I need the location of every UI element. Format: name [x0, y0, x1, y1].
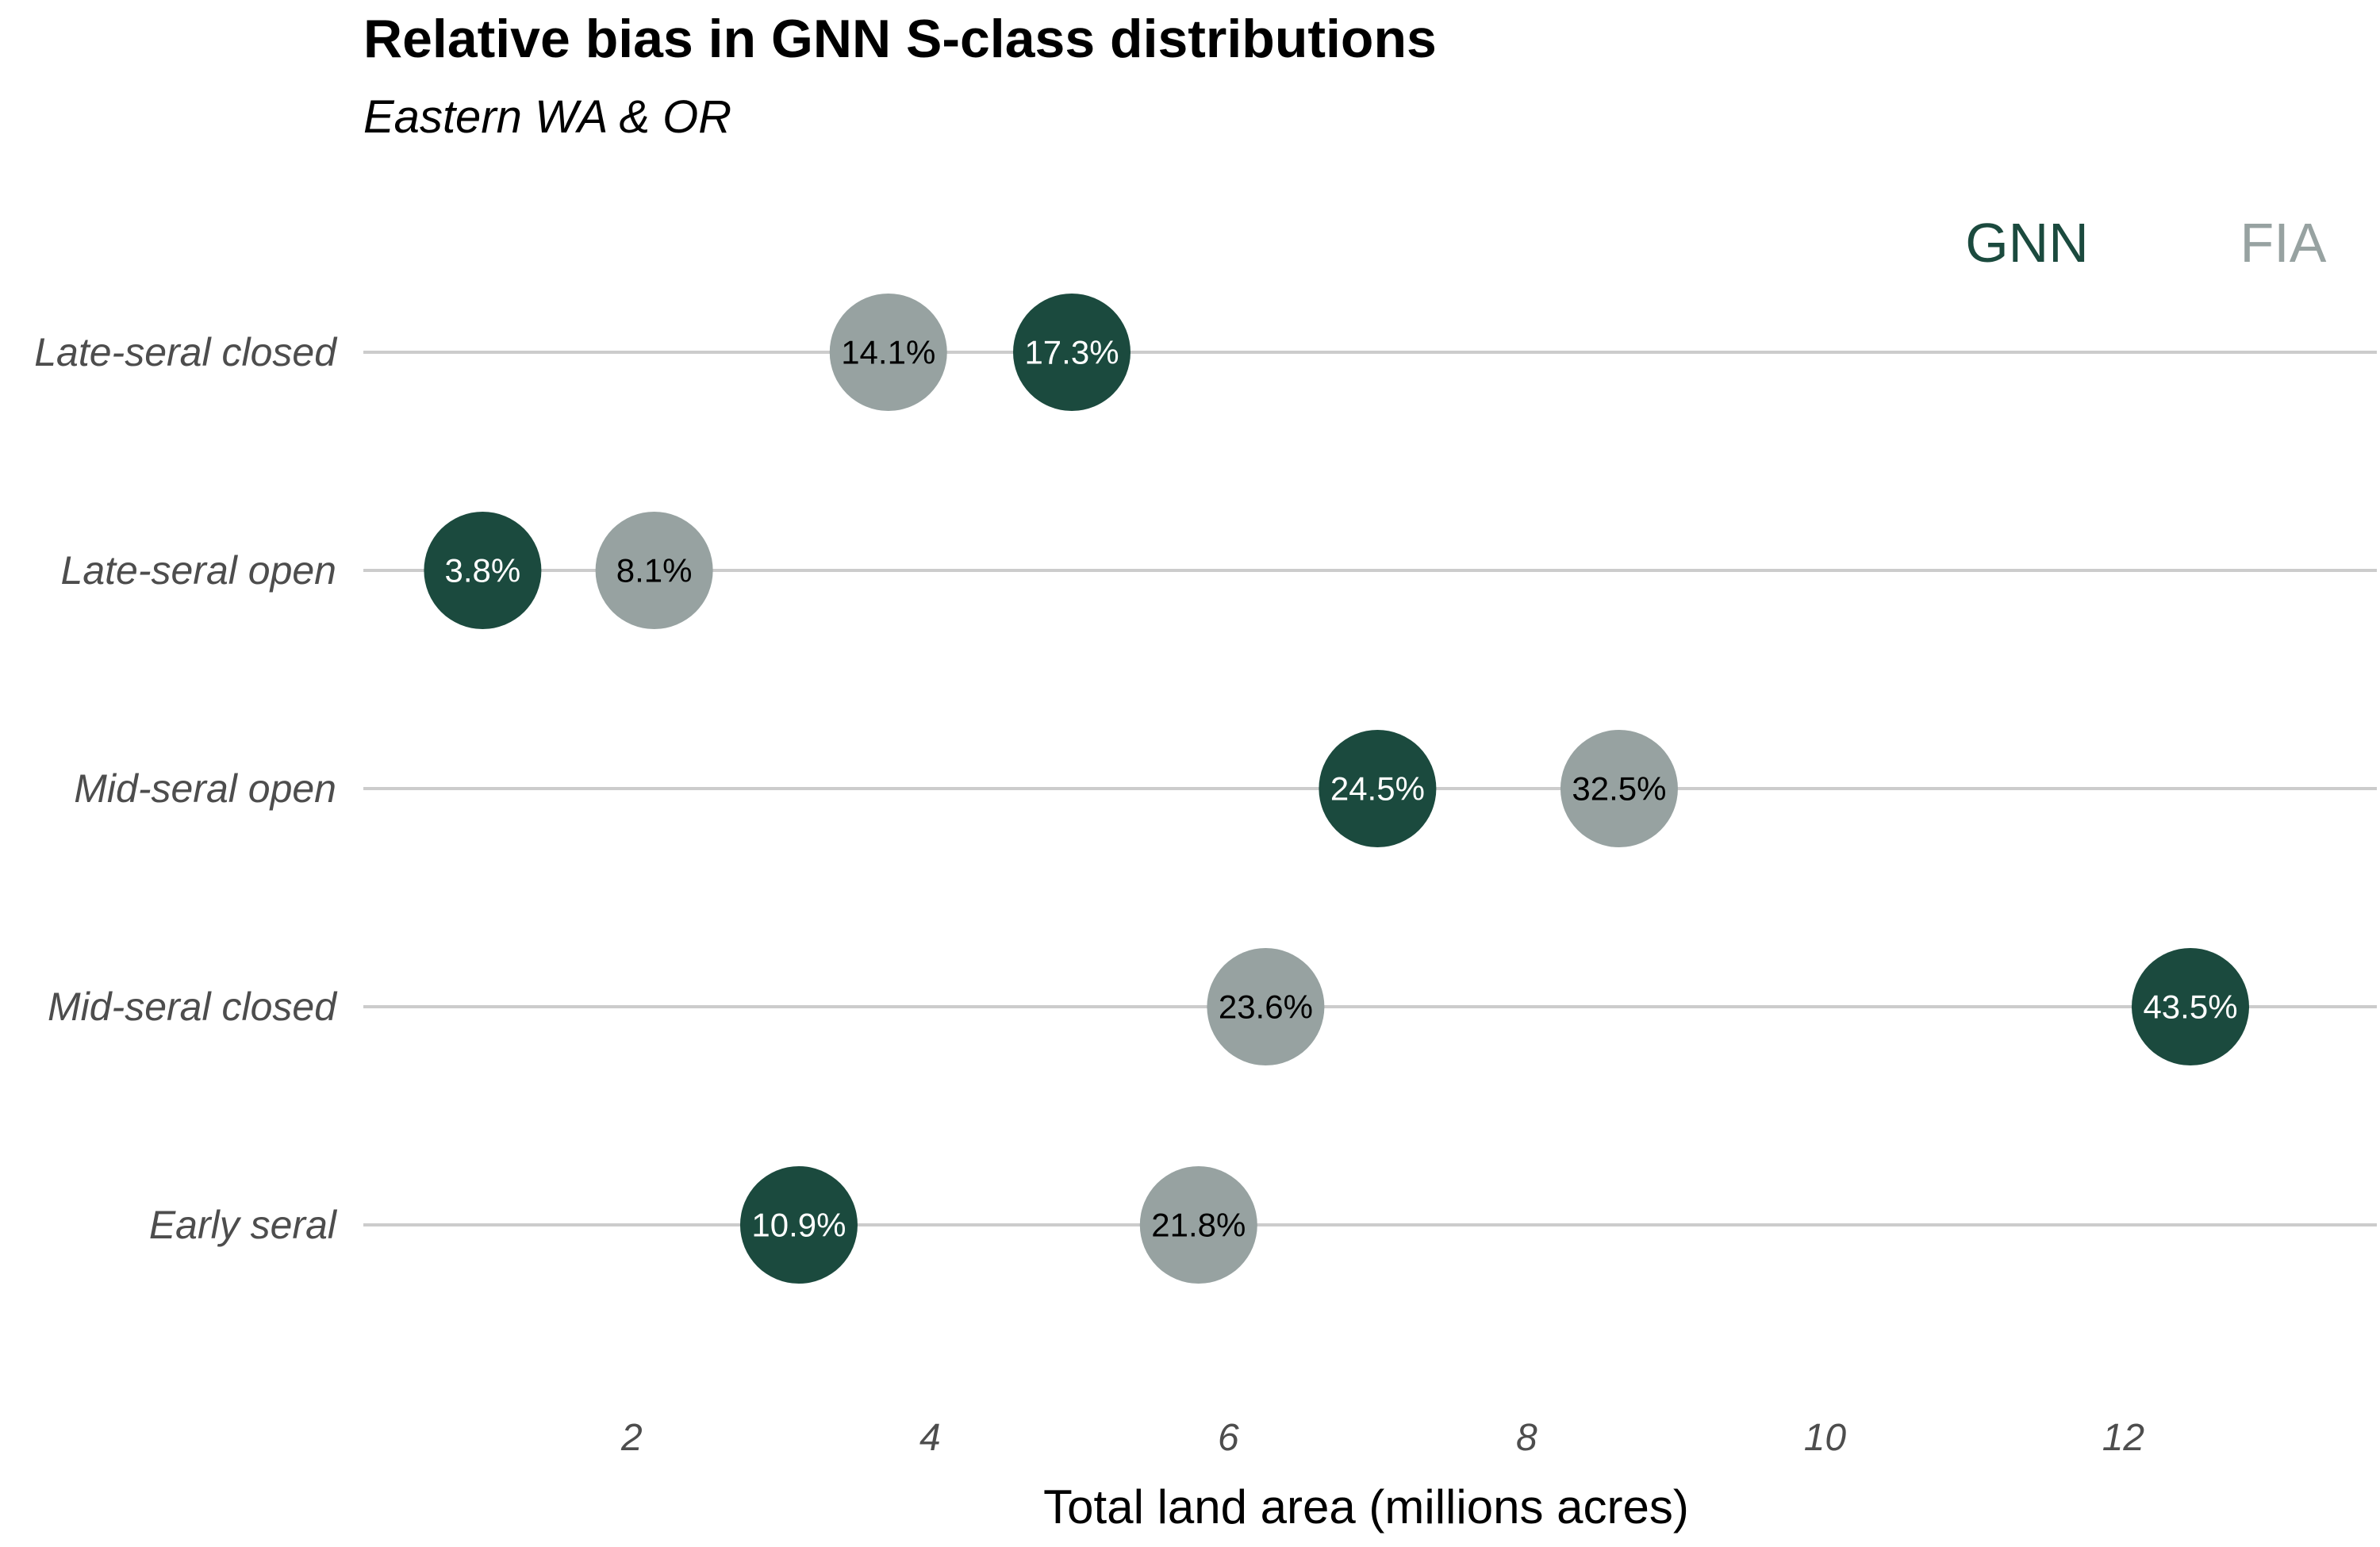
data-point-fia	[829, 294, 947, 411]
data-point-gnn	[739, 1166, 858, 1284]
data-point-gnn	[1319, 730, 1437, 847]
category-label: Early seral	[149, 1203, 338, 1247]
data-label-gnn: 3.8%	[445, 552, 521, 589]
data-label-gnn: 43.5%	[2143, 988, 2237, 1026]
legend-item-gnn: GNN	[1965, 212, 2089, 274]
data-label-fia: 21.8%	[1151, 1207, 1246, 1244]
data-label-fia: 23.6%	[1219, 988, 1313, 1026]
category-label: Late-seral open	[61, 548, 336, 593]
data-label-gnn: 10.9%	[751, 1207, 846, 1244]
category-axis: Late-seral closed Late-seral open Mid-sera…	[34, 330, 338, 1247]
data-point-gnn	[2132, 948, 2249, 1065]
data-point-gnn	[1013, 294, 1130, 411]
category-label: Mid-seral open	[74, 766, 336, 811]
x-axis-label: Total land area (millions acres)	[1043, 1480, 1689, 1534]
x-tick-label: 6	[1218, 1417, 1239, 1459]
data-point-fia	[1207, 948, 1325, 1065]
data-label-fia: 14.1%	[841, 334, 935, 371]
chart-subtitle: Eastern WA & OR	[363, 91, 731, 143]
data-point-fia	[1560, 730, 1678, 847]
data-points: 17.3% 3.8% 24.5% 43.5% 10.9% 14.1% 8.1% 32.5% 23…	[424, 294, 2249, 1284]
x-tick-label: 12	[2102, 1417, 2144, 1459]
data-point-gnn	[424, 512, 542, 629]
x-tick-label: 2	[620, 1417, 643, 1459]
x-tick-label: 8	[1516, 1417, 1537, 1459]
data-label-gnn: 17.3%	[1024, 334, 1119, 371]
legend: GNN FIA	[1965, 212, 2327, 274]
data-label-gnn: 24.5%	[1330, 770, 1425, 808]
data-point-fia	[1139, 1166, 1257, 1284]
legend-item-fia: FIA	[2240, 212, 2327, 274]
data-label-fia: 8.1%	[616, 552, 693, 589]
chart-title: Relative bias in GNN S-class distributio…	[363, 9, 1437, 69]
x-axis: 2 4 6 8 10 12	[620, 1417, 2144, 1459]
category-label: Mid-seral closed	[48, 985, 338, 1029]
x-tick-label: 4	[919, 1417, 941, 1459]
data-label-fia: 32.5%	[1572, 770, 1666, 808]
category-label: Late-seral closed	[34, 330, 338, 374]
x-tick-label: 10	[1804, 1417, 1847, 1459]
data-point-fia	[595, 512, 713, 629]
